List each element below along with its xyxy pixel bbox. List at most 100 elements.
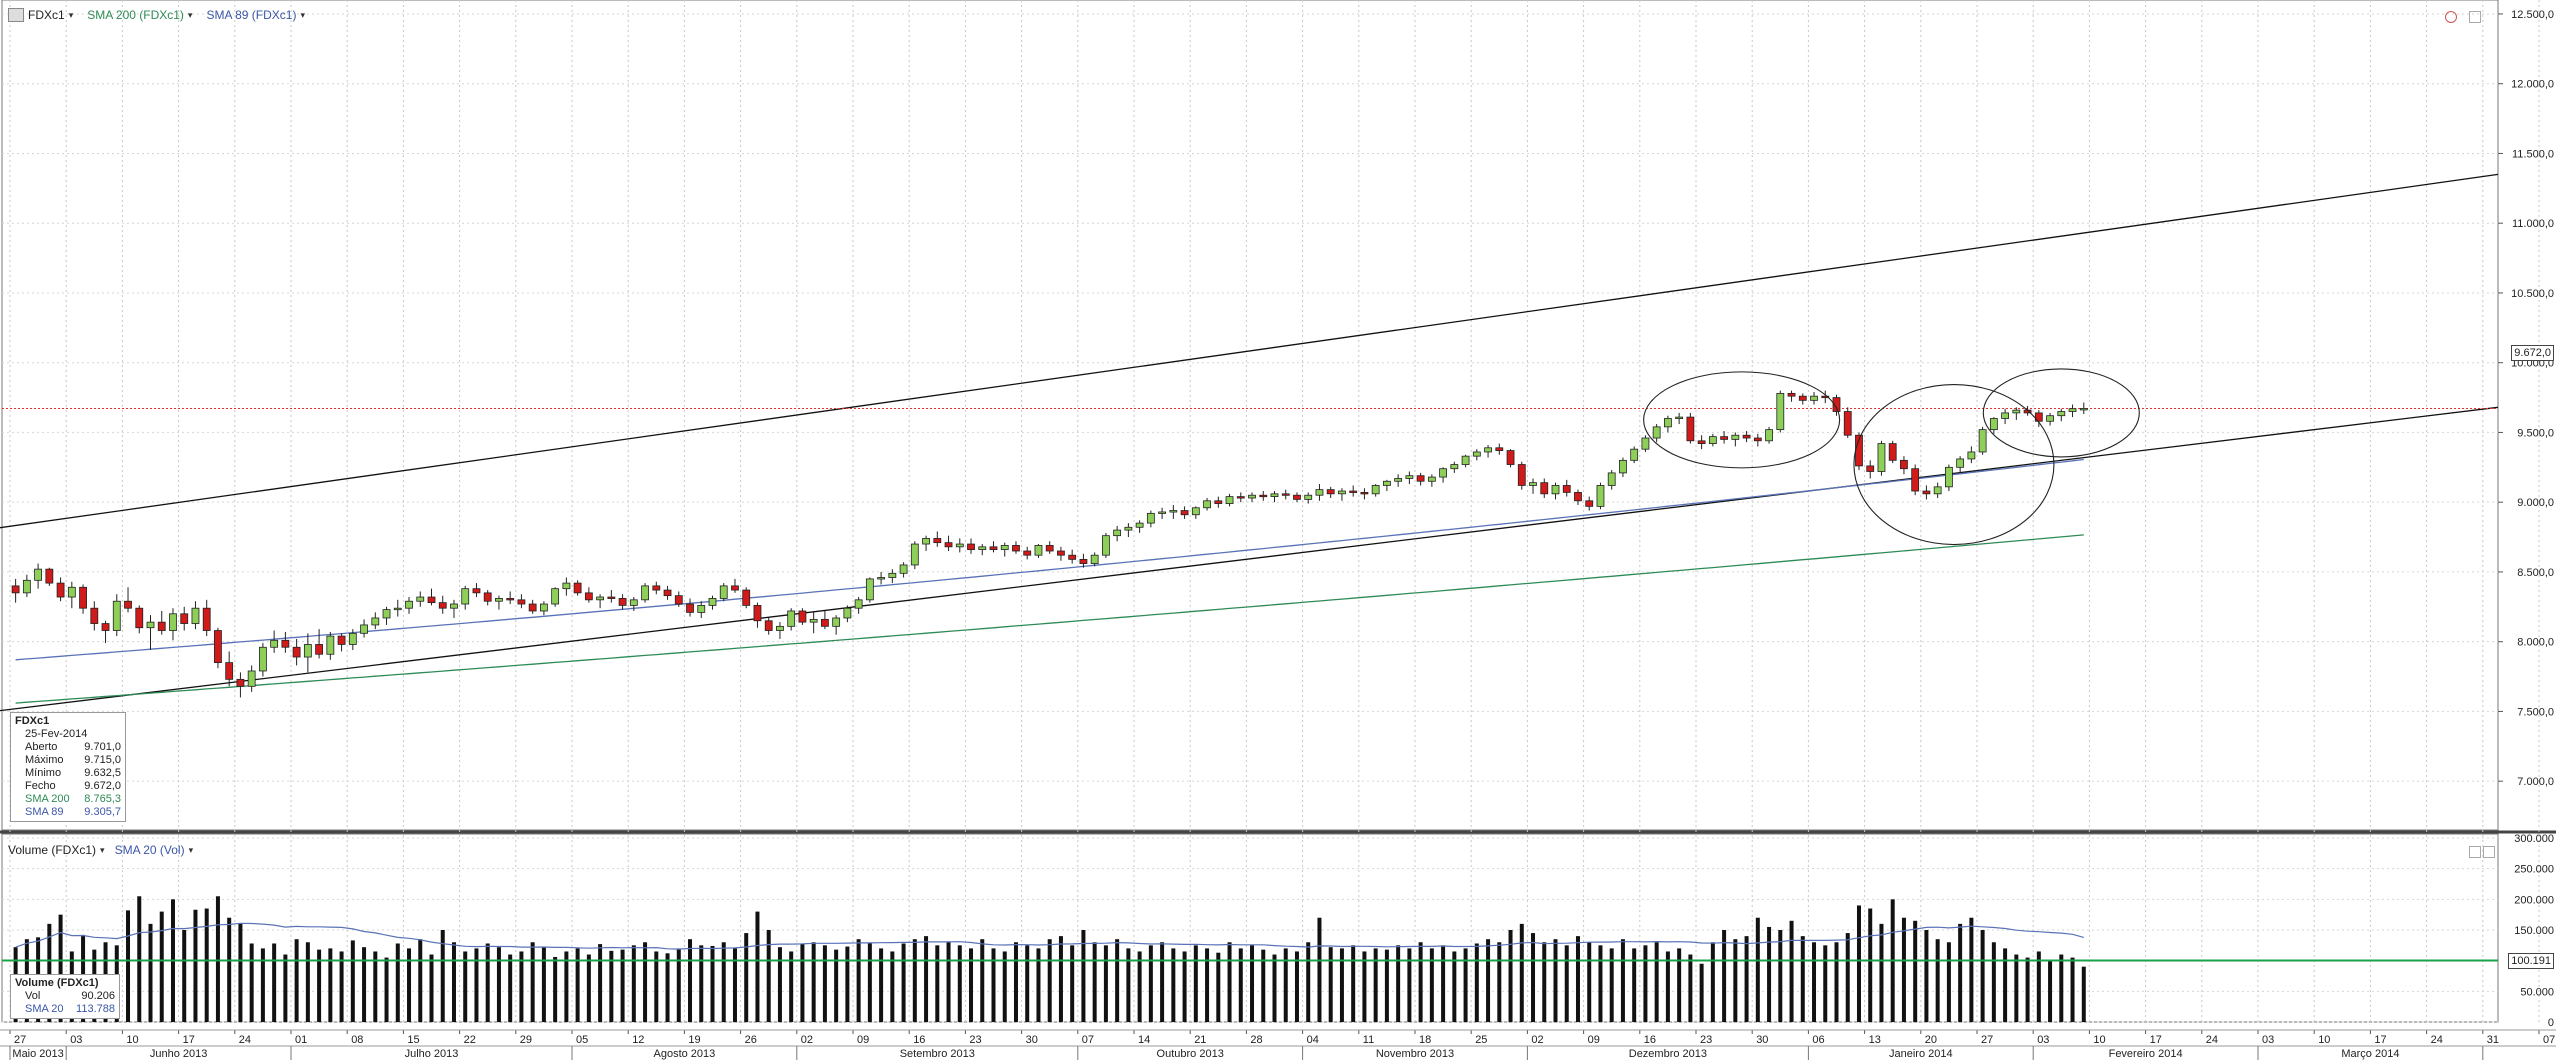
candle-up [1877, 440, 1886, 476]
volume-bar [1553, 939, 1558, 1022]
volume-bar [541, 946, 546, 1022]
candle-body [124, 600, 132, 609]
week-tick-label: 10 [2093, 1034, 2105, 1046]
volume-bar [485, 943, 490, 1022]
week-tick-label: 17 [183, 1034, 195, 1046]
candle-body [899, 564, 908, 574]
volume-bar [1800, 936, 1805, 1022]
candle-body [854, 599, 863, 609]
candle-body [438, 602, 447, 609]
candle-body [1877, 443, 1886, 472]
candle-down [1686, 412, 1695, 444]
candle-body [686, 603, 694, 613]
candle-down [1293, 492, 1301, 503]
candle-down [528, 599, 537, 614]
volume-bar [991, 948, 996, 1022]
candle-down [607, 590, 616, 603]
volume-bar [1182, 951, 1187, 1022]
candle-up [1607, 470, 1616, 490]
volume-sma-selector[interactable]: SMA 20 (Vol) [114, 843, 185, 857]
candle-body [1697, 440, 1706, 444]
candle-body [989, 546, 998, 551]
volume-bar [777, 947, 782, 1022]
maximize-icon[interactable] [2469, 11, 2481, 23]
volume-bar [800, 943, 805, 1022]
candle-body [1832, 397, 1841, 412]
chevron-down-icon[interactable]: ▾ [300, 9, 306, 20]
chevron-down-icon[interactable]: ▾ [100, 844, 105, 855]
volume-panel-close-icon[interactable] [2483, 846, 2495, 858]
candle-down [944, 535, 953, 552]
candle-down [56, 577, 65, 602]
volume-bar [1958, 923, 1963, 1022]
candle-body [1259, 494, 1268, 498]
candle-up [719, 583, 728, 602]
volume-bar [418, 939, 423, 1022]
sma200-selector[interactable]: SMA 200 (FDXc1) [87, 8, 184, 22]
volume-bar [2081, 966, 2086, 1022]
candle-body [697, 605, 706, 613]
volume-bar [126, 910, 131, 1022]
volume-bar [1486, 939, 1491, 1022]
chevron-down-icon[interactable]: ▾ [188, 844, 194, 855]
volume-panel-maximize-icon[interactable] [2469, 846, 2481, 858]
candle-up [787, 608, 796, 631]
chevron-down-icon[interactable]: ▾ [68, 9, 74, 20]
candle-body [146, 621, 155, 629]
volume-bar [1733, 939, 1738, 1022]
symbol-selector[interactable]: FDXc1 [28, 8, 65, 22]
candle-up [1731, 432, 1740, 447]
volume-bar [1058, 936, 1063, 1022]
week-tick-label: 27 [14, 1034, 26, 1046]
candle-up [1967, 446, 1976, 464]
week-tick-label: 10 [2318, 1034, 2330, 1046]
candle-up [67, 581, 76, 609]
sma89-selector[interactable]: SMA 89 (FDXc1) [206, 8, 297, 22]
volume-bar [631, 945, 636, 1022]
candle-down [236, 672, 245, 698]
week-tick-label: 05 [576, 1034, 588, 1046]
candle-body [1506, 450, 1515, 465]
candle-up [1765, 426, 1773, 444]
chart-settings-icon[interactable] [8, 8, 24, 22]
candle-up [1225, 493, 1234, 507]
volume-bar [598, 944, 603, 1022]
volume-bar [643, 942, 648, 1022]
candle-up [169, 608, 177, 641]
candle-up [1664, 415, 1672, 433]
candle-body [1326, 489, 1335, 495]
volume-bar [328, 948, 333, 1022]
candle-body [1619, 459, 1627, 474]
candle-down [101, 620, 110, 644]
candle-up [270, 630, 279, 653]
candle-body [258, 646, 267, 672]
chevron-down-icon[interactable]: ▾ [187, 9, 193, 20]
info-date: 25-Fev-2014 [25, 728, 88, 740]
candle-down [202, 599, 211, 637]
volume-bar [1935, 939, 1940, 1022]
volume-bar [845, 946, 850, 1022]
candle-body [1158, 511, 1166, 514]
candle-body [191, 607, 200, 624]
volume-bar [1002, 951, 1007, 1022]
volume-bar [238, 923, 243, 1022]
alert-icon[interactable] [2445, 11, 2457, 23]
candle-up [191, 601, 200, 630]
candle-body [1641, 437, 1650, 450]
candle-body [495, 598, 503, 602]
candle-body [202, 607, 211, 631]
candle-body [1450, 464, 1459, 470]
volume-bar [1620, 939, 1625, 1022]
volume-bar [1238, 948, 1243, 1022]
candle-body [2001, 412, 2009, 419]
volume-selector[interactable]: Volume (FDXc1) [8, 843, 97, 857]
month-label: Agosto 2013 [654, 1048, 716, 1060]
candle-down [1787, 390, 1796, 402]
candle-body [629, 599, 638, 606]
candle-body [315, 644, 324, 655]
candle-up [1371, 484, 1380, 497]
candle-body [225, 662, 234, 680]
candle-up [112, 594, 121, 637]
candle-body [79, 586, 87, 609]
